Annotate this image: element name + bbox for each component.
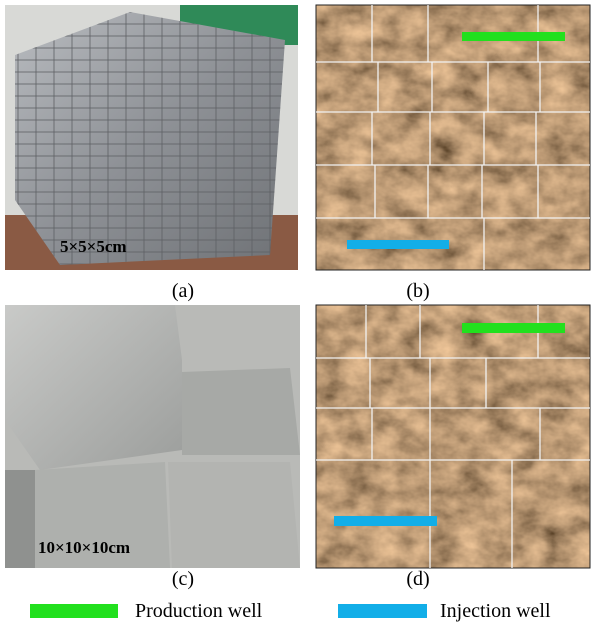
photo-a: 5×5×5cm (5, 5, 298, 270)
panel-label: (b) (406, 280, 429, 302)
size-annotation: 5×5×5cm (60, 237, 127, 256)
production-well (462, 323, 565, 333)
panel-label: (d) (406, 568, 429, 590)
legend-label: Production well (135, 600, 263, 622)
model-d (316, 305, 590, 568)
panel-label: (a) (172, 280, 194, 302)
legend: Production well Injection well (30, 600, 551, 622)
legend-swatch (338, 604, 427, 618)
injection-well (347, 240, 449, 249)
legend-swatch (30, 604, 118, 618)
figure: 5×5×5cm (a) (b) 10×10×10cm (c) (0, 0, 593, 626)
size-annotation: 10×10×10cm (38, 538, 130, 557)
model-b (316, 5, 590, 270)
injection-well (334, 516, 437, 526)
photo-c: 10×10×10cm (5, 305, 300, 568)
legend-label: Injection well (440, 600, 551, 622)
panel-label: (c) (172, 568, 194, 590)
production-well (462, 32, 565, 41)
